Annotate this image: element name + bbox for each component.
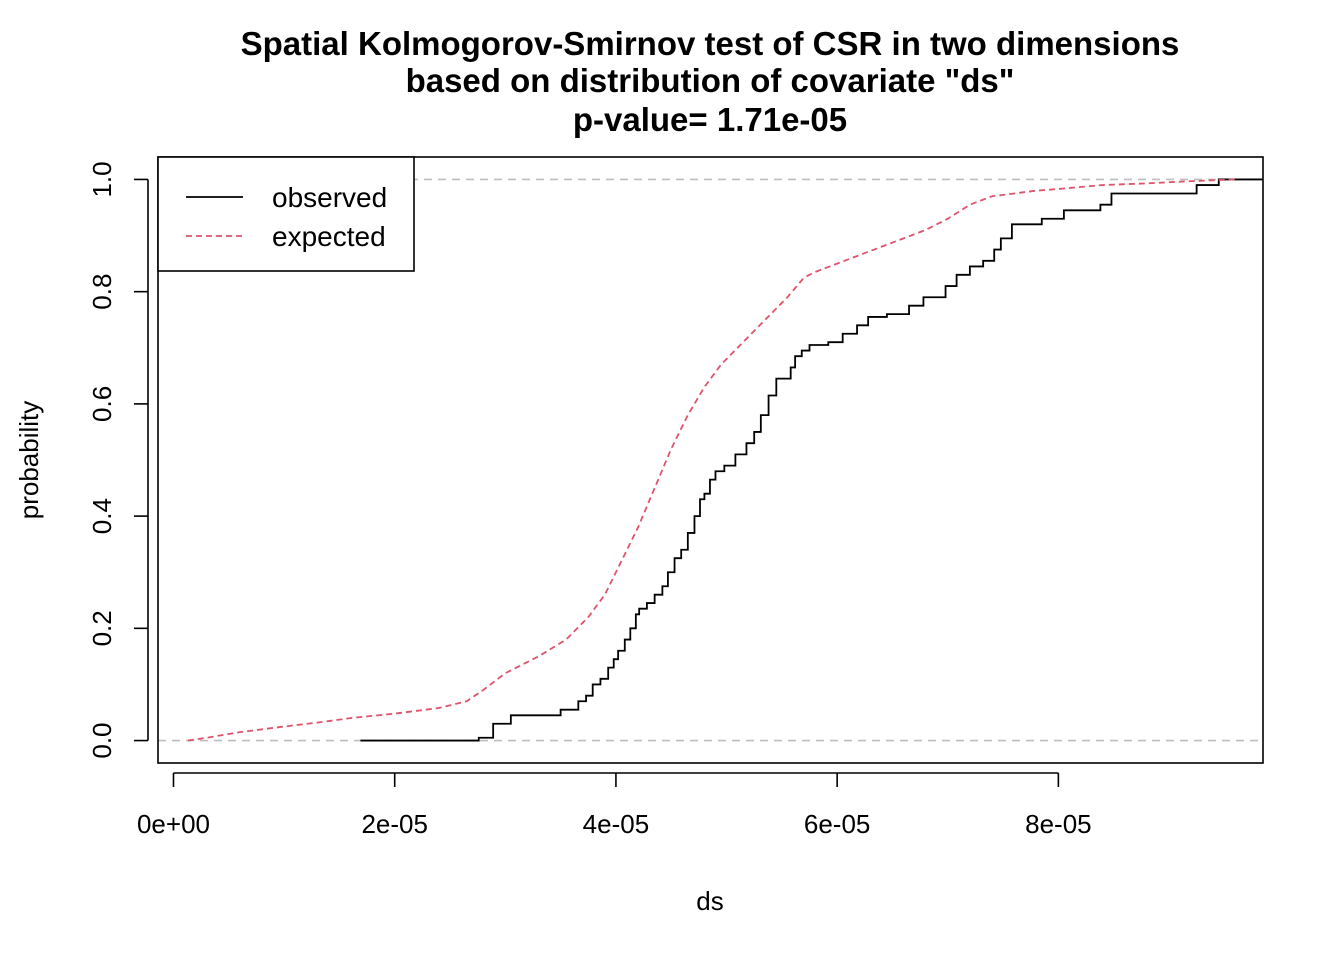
x-tick-label-4: 8e-05 bbox=[1025, 809, 1092, 839]
y-tick-label-0: 0.0 bbox=[87, 722, 117, 758]
y-tick-label-1: 0.2 bbox=[87, 610, 117, 646]
legend-box bbox=[157, 156, 415, 272]
chart-title: Spatial Kolmogorov-Smirnov test of CSR i… bbox=[241, 25, 1180, 138]
x-tick-label-3: 6e-05 bbox=[804, 809, 871, 839]
title-line-1: Spatial Kolmogorov-Smirnov test of CSR i… bbox=[241, 25, 1180, 62]
x-tick-label-2: 4e-05 bbox=[583, 809, 650, 839]
x-axis-label: ds bbox=[696, 886, 723, 916]
y-tick-label-4: 0.8 bbox=[87, 274, 117, 310]
legend: observed expected bbox=[157, 156, 415, 272]
series-layer bbox=[187, 178, 1263, 742]
title-line-3: p-value= 1.71e-05 bbox=[573, 101, 847, 138]
x-tick-label-1: 2e-05 bbox=[361, 809, 428, 839]
y-tick-label-3: 0.6 bbox=[87, 386, 117, 422]
legend-observed-label: observed bbox=[272, 182, 387, 213]
series-line-expected bbox=[187, 178, 1236, 742]
series-line-observed bbox=[360, 178, 1263, 742]
y-tick-label-5: 1.0 bbox=[87, 161, 117, 197]
legend-expected-label: expected bbox=[272, 221, 386, 252]
y-tick-label-2: 0.4 bbox=[87, 498, 117, 534]
y-axis-label: probability bbox=[14, 401, 44, 520]
x-axis: 0e+00 2e-05 4e-05 6e-05 8e-05 bbox=[137, 772, 1092, 839]
x-tick-label-0: 0e+00 bbox=[137, 809, 210, 839]
y-axis: 0.0 0.2 0.4 0.6 0.8 1.0 bbox=[87, 161, 149, 759]
title-line-2: based on distribution of covariate "ds" bbox=[406, 62, 1015, 99]
plot-frame bbox=[157, 156, 1264, 764]
